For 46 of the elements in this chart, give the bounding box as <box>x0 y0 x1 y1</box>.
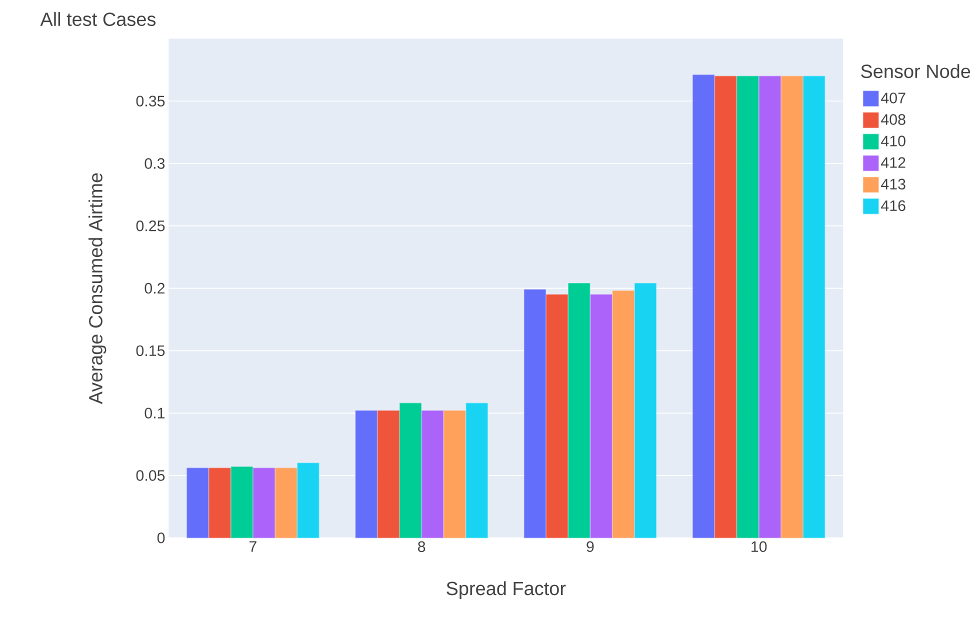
legend-label: 412 <box>881 157 906 168</box>
x-tick-label: 7 <box>250 541 256 552</box>
bar <box>780 76 803 538</box>
y-tick-label: 0.15 <box>136 345 165 356</box>
bar <box>692 74 715 538</box>
x-tick-label: 8 <box>418 541 426 552</box>
x-tick-label: 10 <box>752 541 767 552</box>
bar <box>275 468 298 538</box>
bar <box>736 76 759 538</box>
y-tick-label: 0.05 <box>136 470 165 481</box>
legend-label: 408 <box>881 114 906 125</box>
chart-title: All test Cases <box>40 12 156 26</box>
bar <box>230 466 253 538</box>
bar <box>714 76 737 538</box>
bar <box>355 410 378 538</box>
y-tick-label: 0.3 <box>144 158 165 169</box>
bar <box>803 76 826 538</box>
bar <box>568 283 590 538</box>
x-axis-title: Spread Factor <box>446 581 566 599</box>
bar <box>297 462 320 538</box>
x-tick-label: 9 <box>586 541 594 552</box>
y-tick-label: 0.2 <box>144 282 165 294</box>
y-tick-label: 0 <box>157 532 165 544</box>
bar <box>590 294 612 538</box>
legend-title: Sensor Node <box>861 64 970 78</box>
y-tick-label: 0.35 <box>136 96 165 106</box>
bar <box>422 410 444 538</box>
legend-label: 413 <box>881 178 906 190</box>
bar <box>400 402 422 538</box>
bar <box>186 468 209 538</box>
bar <box>612 290 634 538</box>
bar <box>524 289 546 538</box>
bar <box>377 410 400 538</box>
legend-label: 416 <box>881 200 906 212</box>
bar <box>444 410 466 538</box>
bar <box>634 283 656 538</box>
bar <box>466 402 488 538</box>
y-axis-title: Average Consumed Airtime <box>88 173 106 404</box>
y-tick-label: 0.25 <box>136 220 165 232</box>
bar <box>546 294 568 538</box>
legend-label: 407 <box>881 92 906 104</box>
y-tick-label: 0.1 <box>144 408 165 418</box>
legend-label: 410 <box>881 136 906 146</box>
bar <box>208 468 231 538</box>
bar <box>252 468 276 538</box>
bar <box>758 76 781 538</box>
